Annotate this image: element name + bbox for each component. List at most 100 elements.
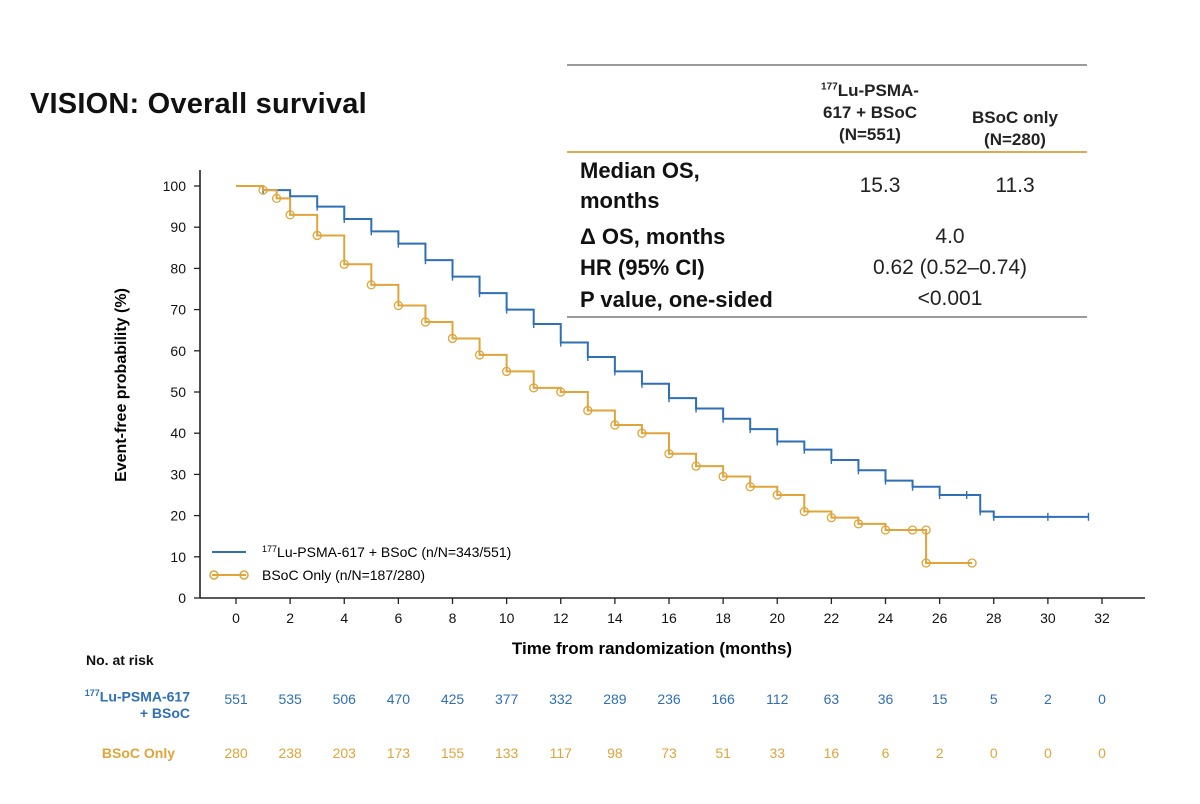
median-os-treatment: 15.3 <box>859 174 901 197</box>
row-label-delta-os: Δ OS, months <box>580 224 726 249</box>
x-tick-label: 8 <box>449 610 457 626</box>
y-tick-label: 40 <box>170 425 186 441</box>
y-tick-label: 30 <box>170 466 186 482</box>
at-risk-treatment-value: 5 <box>989 691 998 707</box>
at-risk-control-value: 33 <box>769 745 786 761</box>
y-tick-label: 90 <box>170 219 186 235</box>
at-risk-treatment-value: 166 <box>711 691 735 707</box>
median-os-control: 11.3 <box>995 174 1035 197</box>
at-risk-treatment-value: 112 <box>766 691 789 707</box>
censor-mark-control <box>745 482 755 492</box>
at-risk-control-value: 6 <box>881 745 890 761</box>
y-tick-label: 50 <box>170 384 186 400</box>
at-risk-treatment-value: 36 <box>877 691 894 707</box>
censor-mark-control <box>474 350 485 360</box>
table-top-rule <box>567 64 1087 66</box>
x-tick-label: 22 <box>824 610 840 626</box>
row-label-p-value: P value, one-sided <box>580 287 773 312</box>
delta-os-value: 4.0 <box>935 225 965 248</box>
at-risk-control-value: 98 <box>607 745 623 761</box>
at-risk-treatment-value: 0 <box>1098 691 1106 707</box>
censor-mark-control <box>772 490 782 500</box>
censor-mark-control <box>610 420 620 430</box>
at-risk-label-control: BSoC Only <box>101 745 175 761</box>
censor-mark-control <box>285 210 295 220</box>
x-tick-label: 2 <box>286 610 294 626</box>
censor-mark-control <box>501 366 512 377</box>
at-risk-control-value: 280 <box>224 745 248 761</box>
censor-mark-control <box>366 280 376 290</box>
page-title: VISION: Overall survival <box>30 88 367 120</box>
censor-mark-control <box>907 525 918 535</box>
at-risk-treatment-value: 332 <box>549 691 573 707</box>
censor-mark-control <box>258 185 268 195</box>
censor-mark-control <box>271 193 282 204</box>
x-tick-label: 32 <box>1094 610 1110 626</box>
censor-mark-control <box>921 525 931 535</box>
censor-mark-control <box>339 259 349 269</box>
censor-mark-control <box>312 230 322 241</box>
censor-mark-control <box>556 387 566 397</box>
chart-legend: 177Lu-PSMA-617 + BSoC (n/N=343/551) BSoC… <box>209 544 511 583</box>
x-tick-label: 10 <box>499 610 515 626</box>
censor-mark-control <box>664 449 674 459</box>
at-risk-control-value: 173 <box>386 745 411 761</box>
at-risk-control-value: 0 <box>1098 745 1106 761</box>
at-risk-control-value: 2 <box>935 745 944 761</box>
chart-curves <box>236 185 1090 568</box>
x-tick-label: 6 <box>394 610 402 626</box>
y-axis-label: Event-free probability (%) <box>113 288 130 482</box>
y-tick-label: 0 <box>178 590 186 606</box>
censor-mark-control <box>799 506 809 517</box>
x-tick-label: 4 <box>340 610 348 626</box>
at-risk-treatment-value: 551 <box>224 691 248 707</box>
censor-mark-control <box>529 383 539 393</box>
x-tick-label: 30 <box>1040 610 1056 626</box>
censor-mark-control <box>420 317 431 327</box>
p-value: <0.001 <box>917 287 983 310</box>
censor-mark-control <box>691 461 701 471</box>
at-risk-title: No. at risk <box>86 652 154 668</box>
at-risk-treatment-value: 506 <box>332 691 356 707</box>
x-tick-label: 24 <box>878 610 894 626</box>
censor-mark-control <box>718 471 728 482</box>
x-tick-label: 12 <box>553 610 569 626</box>
censor-mark-control <box>967 558 977 568</box>
censor-mark-control <box>853 519 864 529</box>
at-risk-treatment-value: 535 <box>278 691 302 707</box>
at-risk-label-treatment: 177Lu-PSMA-617 + BSoC <box>84 688 190 721</box>
y-tick-label: 100 <box>163 178 187 194</box>
at-risk-control-value: 0 <box>989 745 998 761</box>
at-risk-control-value: 51 <box>715 745 731 761</box>
at-risk-control-value: 155 <box>440 745 465 761</box>
x-tick-label: 18 <box>715 610 731 626</box>
y-tick-label: 60 <box>170 343 186 359</box>
legend-marker-control-b <box>239 570 249 580</box>
at-risk-control-value: 133 <box>494 745 519 761</box>
at-risk-control-value: 203 <box>332 745 356 761</box>
legend-label-control: BSoC Only (n/N=187/280) <box>262 567 425 583</box>
censor-mark-control <box>583 405 593 416</box>
x-axis-label: Time from randomization (months) <box>512 639 792 658</box>
x-tick-label: 16 <box>661 610 677 626</box>
x-tick-label: 14 <box>607 610 623 626</box>
curve-treatment <box>236 185 1089 518</box>
curve-control <box>236 185 973 564</box>
legend-label-treatment: 177Lu-PSMA-617 + BSoC (n/N=343/551) <box>262 544 511 560</box>
at-risk-treatment-value: 289 <box>603 691 627 707</box>
table-bottom-rule <box>567 316 1087 318</box>
col-header-control: BSoC only (N=280) <box>972 108 1058 149</box>
x-tick-label: 0 <box>232 610 240 626</box>
at-risk-control-value: 117 <box>549 745 572 761</box>
table-header-rule <box>567 151 1087 153</box>
y-tick-label: 70 <box>170 302 186 318</box>
at-risk-treatment-value: 236 <box>657 691 681 707</box>
censor-mark-control <box>393 300 404 311</box>
at-risk-treatment-value: 425 <box>440 691 465 707</box>
row-label-median-os: Median OS, months <box>580 158 700 213</box>
censor-mark-control <box>880 525 891 535</box>
col-header-treatment: 177Lu-PSMA- 617 + BSoC (N=551) <box>821 80 919 144</box>
hr-value: 0.62 (0.52–0.74) <box>872 256 1028 279</box>
at-risk-control-value: 238 <box>278 745 302 761</box>
